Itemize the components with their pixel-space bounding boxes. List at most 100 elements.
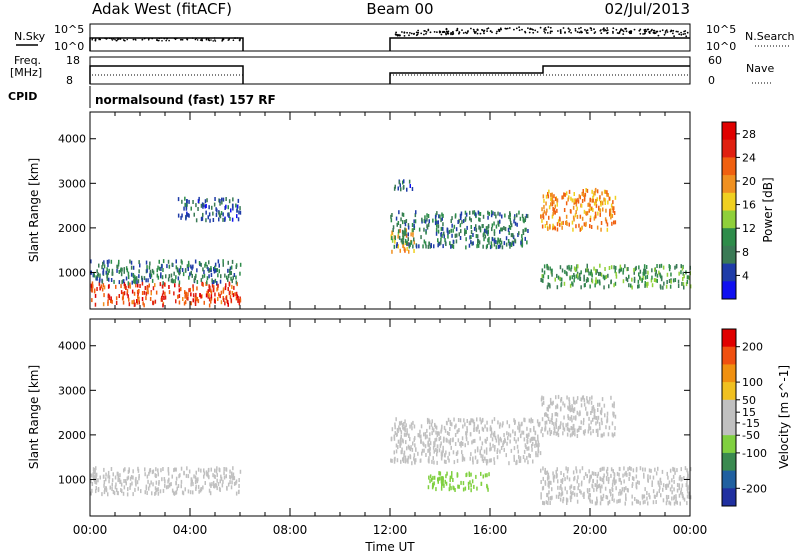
velocity-echo-cell xyxy=(551,413,553,418)
velocity-echo-cell xyxy=(463,457,466,462)
velocity-echo-cell xyxy=(216,478,218,483)
velocity-echo-cell xyxy=(565,423,567,428)
velocity-echo-cell xyxy=(225,467,228,472)
velocity-echo-cell xyxy=(555,412,557,416)
velocity-echo-cell xyxy=(126,476,129,481)
velocity-echo-cell xyxy=(542,476,544,481)
power-echo-cell xyxy=(606,190,608,195)
power-echo-cell xyxy=(184,202,186,207)
power-echo-cell xyxy=(105,270,107,275)
velocity-echo-cell xyxy=(569,416,571,421)
noise-search-dot xyxy=(568,30,570,33)
velocity-echo-cell xyxy=(541,426,543,431)
velocity-echo-cell xyxy=(223,475,226,480)
power-echo-cell xyxy=(98,263,100,268)
velocity-echo-cell xyxy=(596,499,598,504)
power-echo-cell xyxy=(631,277,633,282)
velocity-echo-cell xyxy=(555,395,557,400)
noise-search-dot xyxy=(639,32,642,35)
velocity-echo-cell xyxy=(570,484,572,489)
velocity-echo-cell xyxy=(195,477,197,482)
power-echo-cell xyxy=(162,303,164,308)
power-echo-cell xyxy=(591,273,593,278)
velocity-echo-cell xyxy=(518,421,520,426)
velocity-echo-cell xyxy=(414,443,416,448)
power-echo-cell xyxy=(579,276,581,281)
velocity-echo-cell xyxy=(232,476,235,481)
power-echo-cell xyxy=(397,232,400,237)
power-echo-cell xyxy=(441,212,443,217)
power-echo-cell xyxy=(93,273,95,278)
power-echo-cell xyxy=(470,230,473,234)
velocity-echo-cell xyxy=(681,492,684,496)
power-echo-cell xyxy=(181,199,183,204)
power-echo-cell xyxy=(566,221,568,226)
power-echo-cell xyxy=(407,242,409,247)
power-echo-cell xyxy=(618,269,620,274)
power-echo-cell xyxy=(575,202,578,207)
power-echo-cell xyxy=(628,274,630,279)
power-echo-cell xyxy=(111,268,114,273)
power-echo-cell xyxy=(605,219,608,224)
power-echo-cell xyxy=(210,299,212,304)
power-echo-cell xyxy=(452,239,455,244)
power-echo-cell xyxy=(227,277,229,282)
power-echo-cell xyxy=(451,216,453,221)
velocity-echo-cell xyxy=(576,499,579,504)
velocity-echo-cell xyxy=(557,495,560,499)
velocity-echo-cell xyxy=(647,474,649,479)
velocity-echo-cell xyxy=(602,493,605,498)
power-echo-cell xyxy=(478,225,480,230)
velocity-echo-cell xyxy=(545,471,547,475)
power-echo-cell xyxy=(545,211,547,216)
velocity-echo-cell xyxy=(580,420,582,425)
velocity-echo-cell xyxy=(643,472,645,477)
power-echo-cell xyxy=(407,223,410,228)
power-echo-cell xyxy=(561,225,563,230)
velocity-echo-cell xyxy=(191,479,193,484)
power-echo-cell xyxy=(181,260,183,265)
velocity-echo-cell xyxy=(673,467,676,472)
velocity-echo-cell xyxy=(514,432,516,437)
noise-search-dot xyxy=(576,31,579,33)
power-echo-cell xyxy=(619,264,622,269)
power-echo-cell xyxy=(589,284,591,289)
power-echo-cell xyxy=(415,244,418,249)
noise-search-dot xyxy=(483,32,485,35)
power-echo-cell xyxy=(223,297,225,302)
velocity-echo-cell xyxy=(666,498,668,502)
velocity-echo-cell xyxy=(552,400,554,405)
velocity-echo-cell xyxy=(470,483,472,488)
velocity-echo-cell xyxy=(209,482,211,487)
velocity-echo-cell xyxy=(126,492,129,497)
velocity-echo-cell xyxy=(193,474,195,479)
power-echo-cell xyxy=(478,217,480,222)
power-echo-cell xyxy=(136,276,138,281)
velocity-echo-cell xyxy=(583,431,586,436)
power-echo-cell xyxy=(591,206,593,211)
power-echo-cell xyxy=(491,227,493,232)
velocity-echo-cell xyxy=(625,493,627,498)
power-echo-cell xyxy=(143,303,145,308)
velocity-colorbar-segment xyxy=(722,382,736,401)
velocity-echo-cell xyxy=(595,421,597,426)
noise-search-dot xyxy=(417,29,419,32)
power-echo-cell xyxy=(394,235,396,240)
velocity-echo-cell xyxy=(621,490,623,495)
power-echo-cell xyxy=(542,278,544,283)
velocity-echo-cell xyxy=(493,417,496,422)
velocity-echo-cell xyxy=(428,459,430,464)
power-echo-cell xyxy=(408,249,410,254)
power-echo-cell xyxy=(624,264,626,269)
velocity-echo-cell xyxy=(407,455,410,460)
velocity-ytick-label: 3000 xyxy=(58,384,86,397)
velocity-echo-cell xyxy=(616,499,618,504)
noise-search-dot xyxy=(612,27,615,30)
velocity-echo-cell xyxy=(617,499,620,504)
velocity-echo-cell xyxy=(393,450,395,455)
velocity-echo-cell xyxy=(568,406,570,411)
power-echo-cell xyxy=(99,286,101,291)
power-echo-cell xyxy=(413,226,416,230)
power-echo-cell xyxy=(413,240,415,245)
velocity-echo-cell xyxy=(590,411,592,415)
